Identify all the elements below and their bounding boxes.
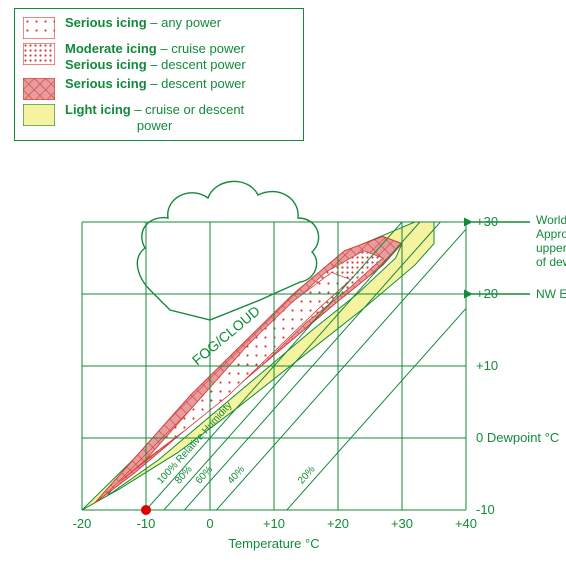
marker-point <box>141 505 151 515</box>
humidity-label: 60% <box>194 464 216 486</box>
annotation-nw: NW Europe <box>536 287 566 301</box>
x-tick-label: +40 <box>455 516 477 531</box>
annotation-ww: of dewpoint <box>536 255 566 269</box>
x-tick-label: +20 <box>327 516 349 531</box>
annotation-ww: World Wide <box>536 213 566 227</box>
y-tick-label: -10 <box>476 502 495 517</box>
legend-text: Moderate icing – cruise powerSerious ici… <box>65 41 246 74</box>
y-tick-label: 0 Dewpoint °C <box>476 430 559 445</box>
legend-text: Light icing – cruise or descentpower <box>65 102 244 135</box>
x-tick-label: +30 <box>391 516 413 531</box>
x-tick-label: +10 <box>263 516 285 531</box>
legend-swatch <box>23 17 57 39</box>
x-axis-title: Temperature °C <box>228 536 319 551</box>
annotation-ww: upper limits <box>536 241 566 255</box>
x-tick-label: -20 <box>73 516 92 531</box>
legend-swatch <box>23 78 57 100</box>
x-tick-label: -10 <box>137 516 156 531</box>
annotation-ww: Approximate <box>536 227 566 241</box>
legend-row: Serious icing – any power <box>23 15 295 39</box>
humidity-label: 40% <box>226 464 248 486</box>
legend-row: Serious icing – descent power <box>23 76 295 100</box>
legend-swatch <box>23 43 57 65</box>
legend: Serious icing – any power Moderate icing … <box>14 8 304 141</box>
y-tick-label: +10 <box>476 358 498 373</box>
legend-row: Light icing – cruise or descentpower <box>23 102 295 135</box>
legend-text: Serious icing – any power <box>65 15 221 31</box>
x-tick-label: 0 <box>206 516 213 531</box>
legend-row: Moderate icing – cruise powerSerious ici… <box>23 41 295 74</box>
legend-swatch <box>23 104 57 126</box>
humidity-label: 20% <box>296 464 318 486</box>
legend-text: Serious icing – descent power <box>65 76 246 92</box>
